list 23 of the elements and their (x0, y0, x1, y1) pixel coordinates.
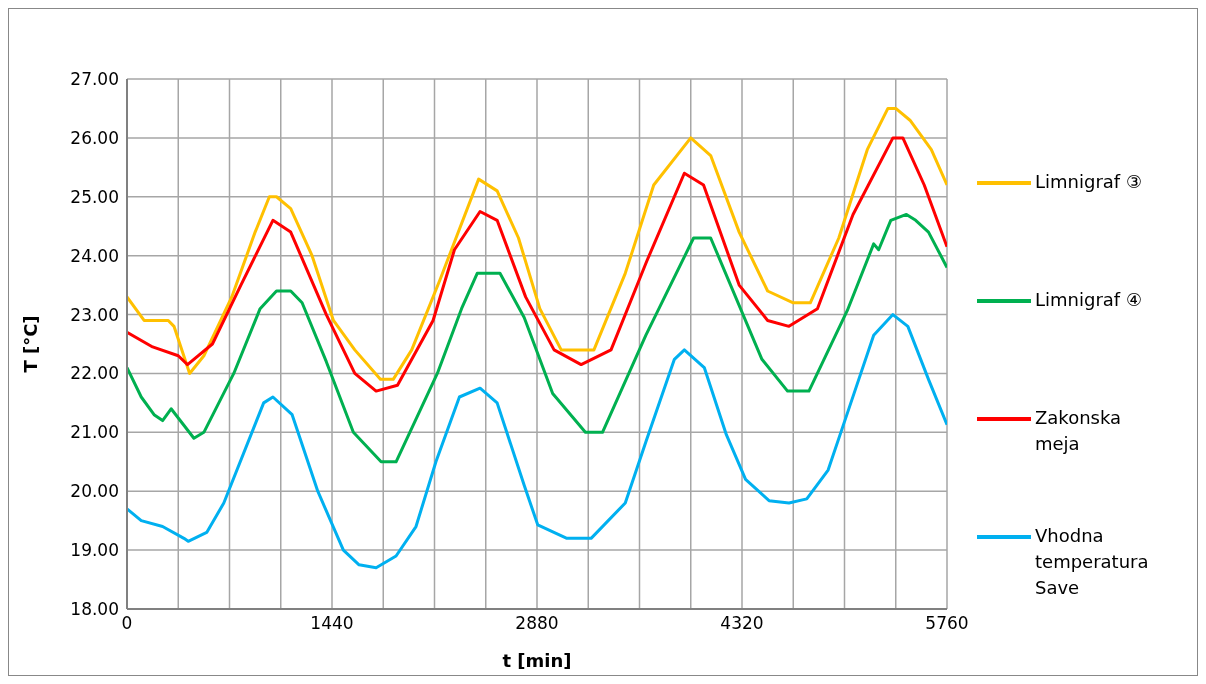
y-tick-label: 21.00 (70, 422, 119, 443)
x-tick-label: 1440 (310, 613, 354, 634)
y-tick-label: 27.00 (70, 69, 119, 90)
legend-label: Zakonska meja (1035, 406, 1123, 456)
y-tick-label: 19.00 (70, 540, 119, 561)
y-tick-label: 23.00 (70, 304, 119, 325)
legend-label: Limnigraf ③ (1035, 170, 1144, 194)
y-tick-label: 18.00 (70, 599, 119, 620)
legend-label: Vhodna temperatura Save (1035, 524, 1150, 600)
x-tick-label: 4320 (720, 613, 764, 634)
y-tick-label: 25.00 (70, 186, 119, 207)
y-tick-label: 26.00 (70, 127, 119, 148)
legend-label: Limnigraf ④ (1035, 288, 1144, 312)
y-tick-label: 24.00 (70, 245, 119, 266)
x-tick-label: 2880 (515, 613, 559, 634)
y-axis-title: T [°C] (20, 315, 42, 373)
y-tick-label: 22.00 (70, 363, 119, 384)
line-series (127, 212, 947, 464)
y-tick-label: 20.00 (70, 481, 119, 502)
x-tick-label: 0 (121, 613, 133, 634)
line-series (127, 313, 947, 570)
x-axis-title: t [min] (502, 650, 572, 671)
x-tick-label: 5760 (925, 613, 969, 634)
